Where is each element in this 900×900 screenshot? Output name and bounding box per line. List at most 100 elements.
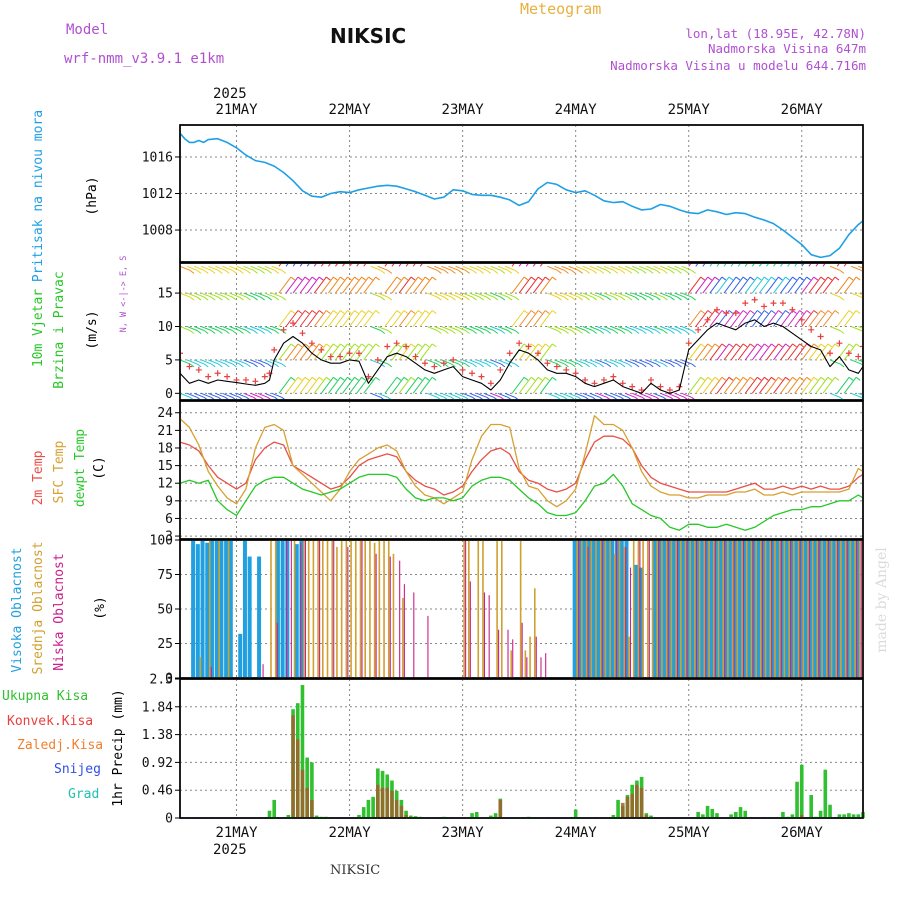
wind-barb [688,276,702,294]
mid-cloud-bar [402,597,404,678]
wind-barb-flag [239,363,244,368]
y-tick-label: 5 [165,353,173,368]
total-precip-bar [474,811,479,818]
mid-cloud-bar [708,540,710,678]
wind-barb-flag [855,276,861,281]
total-precip-bar [310,762,314,818]
low-cloud-bar [427,615,429,678]
wind-barb [737,377,751,394]
wind-barb [193,359,205,365]
high-cloud-bar [779,540,784,678]
wind-barb [180,265,191,271]
wind-barb [504,265,516,271]
wind-barb-flag [403,376,409,381]
wind-barb [794,276,808,294]
wind-barb-flag [544,343,550,348]
wind-barb [744,343,758,361]
wind-barb-flag [648,330,654,334]
low-cloud-bar [483,592,486,678]
wind-barb-flag [537,310,543,314]
total-precip-bar [361,807,366,818]
wind-barb [801,276,815,294]
wind-barb [427,326,438,331]
wind-barb [730,343,744,361]
total-precip-bar [705,805,710,818]
wind-barb-flag [691,269,696,274]
wind-barb-flag [444,269,449,274]
wind-barb-flag [424,310,430,314]
wind-barb [730,276,744,294]
mid-cloud-bar [628,636,630,678]
wind-barb [469,326,480,331]
wind-barb-flag [592,269,598,274]
y-tick-label: 1008 [142,224,173,239]
mid-cloud-bar [510,650,513,678]
mid-cloud-bar [501,540,503,678]
wind-barb-flag [380,269,386,274]
high-cloud-bar [671,540,676,678]
low-cloud-bar [837,540,839,678]
wind-barb [829,326,841,331]
wind-barb [723,276,737,294]
high-cloud-bar [685,540,690,678]
mid-cloud-bar [670,540,673,678]
wind-barb [851,326,862,331]
wind-barb [448,265,459,271]
high-cloud-bar [756,540,761,678]
wind-barb-flag [606,330,612,334]
wind-barb [751,310,765,327]
cloud-unit: (%) [93,596,108,619]
mid-cloud-bar [623,546,626,678]
wind-barb-flag [820,343,826,348]
wind-barb [525,377,539,394]
wind-barb-flag [571,330,576,334]
wind-barb-flag [232,296,237,301]
total-precip-bar [272,799,277,818]
wind-barb [525,276,539,294]
wind-barb-flag [486,363,492,368]
wind-barb [766,343,779,361]
wind-barb [660,359,671,365]
wind-barb [356,310,370,327]
wind-barb-flag [387,269,393,274]
wind-barb [469,359,480,365]
high-cloud-bar [798,540,803,678]
low-cloud-bar [507,629,509,678]
low-cloud-bar [540,657,542,678]
wind-barb [589,326,600,331]
gust-marker [384,343,391,350]
mid-cloud-bar [712,540,715,678]
y-tick-label: 1.84 [142,700,173,715]
mid-cloud-bar [208,540,211,678]
wind-barb [455,392,466,398]
wind-barb-flag [451,363,456,368]
wind-barb [582,292,593,298]
wind-barb [186,265,198,271]
altitude-label: Nadmorska Visina 647m [708,41,866,56]
y-tick-label: 75 [157,568,173,583]
wind-barb [617,265,629,271]
wind-barb-flag [225,330,230,334]
wind-barb-flag [290,276,296,281]
mid-cloud-bar [293,540,296,678]
mid-cloud-bar [369,540,371,678]
wind-barb [794,343,808,361]
high-cloud-bar [690,540,695,678]
wind-barb-flag [203,269,209,274]
wind-barb [370,326,381,331]
high-cloud-bar [723,540,728,678]
conv-precip-bar [310,799,314,818]
mid-cloud-bar [844,540,847,678]
wind-barb [292,310,306,327]
wind-barb [313,276,327,294]
precip-chart [180,685,865,819]
wind-barb [815,377,829,394]
wind-barb [639,265,650,271]
y-tick-label: 1.38 [142,728,173,743]
wind-barb [582,265,593,271]
low-cloud-bar [210,666,212,678]
y-tick-label: 1012 [142,187,173,202]
gust-marker [534,350,541,357]
wind-barb [427,359,438,365]
wind-barb-flag [799,276,804,281]
